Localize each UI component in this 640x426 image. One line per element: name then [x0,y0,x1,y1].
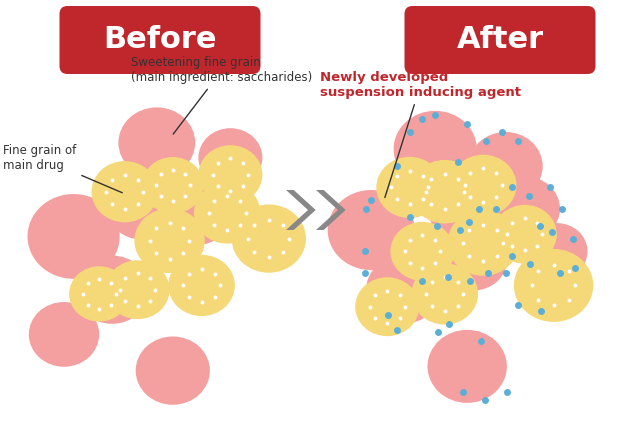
Ellipse shape [514,249,593,322]
Ellipse shape [106,260,170,319]
Ellipse shape [366,256,440,324]
Ellipse shape [450,155,516,216]
Ellipse shape [355,277,419,336]
Ellipse shape [328,190,415,270]
Ellipse shape [69,266,129,322]
Ellipse shape [134,208,205,273]
Ellipse shape [156,172,235,245]
Ellipse shape [526,223,588,279]
Ellipse shape [493,205,557,264]
Text: Newly developed
suspension inducing agent: Newly developed suspension inducing agen… [320,71,521,198]
Ellipse shape [390,222,454,281]
Text: Fine grain of
main drug: Fine grain of main drug [3,144,122,193]
Ellipse shape [198,145,262,204]
Ellipse shape [428,330,507,403]
Ellipse shape [412,263,478,325]
Ellipse shape [428,178,494,239]
FancyBboxPatch shape [404,6,595,74]
Ellipse shape [29,302,99,367]
Ellipse shape [490,176,560,241]
Ellipse shape [440,229,507,291]
Ellipse shape [142,157,204,213]
Ellipse shape [394,111,477,187]
Ellipse shape [468,132,543,200]
Ellipse shape [168,255,235,316]
Text: Sweetening fine grain
(main ingredient: saccharides): Sweetening fine grain (main ingredient: … [131,56,312,134]
Ellipse shape [410,160,479,224]
Ellipse shape [376,157,443,218]
Ellipse shape [28,194,120,279]
Ellipse shape [92,161,158,222]
Polygon shape [286,190,316,230]
Ellipse shape [194,182,260,244]
Ellipse shape [118,107,195,178]
Text: Before: Before [103,26,217,55]
Ellipse shape [198,128,262,187]
Text: After: After [456,26,543,55]
Ellipse shape [136,337,210,405]
Ellipse shape [108,178,174,239]
Ellipse shape [75,256,149,324]
Polygon shape [316,190,346,230]
Ellipse shape [232,204,306,273]
FancyBboxPatch shape [60,6,260,74]
Ellipse shape [447,210,519,276]
